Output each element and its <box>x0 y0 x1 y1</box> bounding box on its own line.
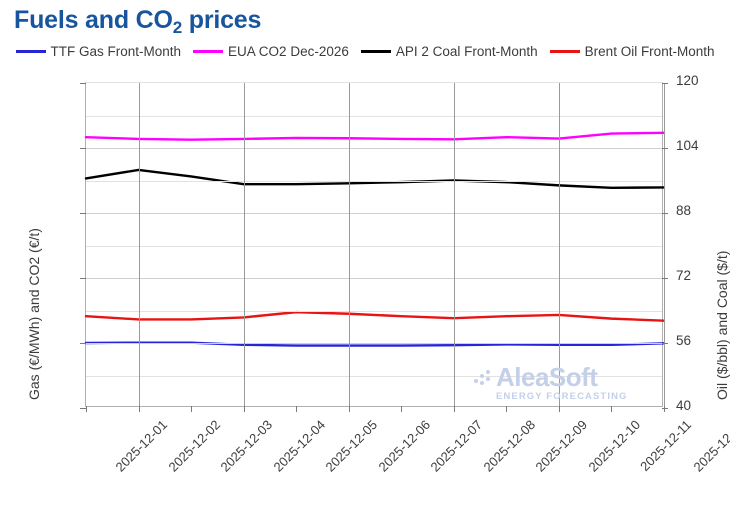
legend-swatch-icon <box>360 50 391 53</box>
gridline-horizontal <box>86 310 662 312</box>
x-tick-mark <box>453 406 455 412</box>
series-layer <box>84 131 666 347</box>
x-axis-tick-label-5: 2025-12-06 <box>375 417 433 475</box>
y-axis-right-tick-label-0: 40 <box>676 398 692 413</box>
gridline-horizontal <box>86 213 662 214</box>
x-tick-mark <box>348 406 350 412</box>
legend-item-label: TTF Gas Front-Month <box>50 44 182 59</box>
gridline-vertical <box>453 83 455 406</box>
gridline-horizontal <box>86 278 662 279</box>
x-axis-tick-label-6: 2025-12-07 <box>427 417 486 475</box>
gridline-horizontal <box>86 245 662 247</box>
x-tick-mark <box>611 406 613 412</box>
y-axis-right-tick-label-4: 104 <box>676 138 699 153</box>
legend-swatch-icon <box>193 50 224 53</box>
y-tick-mark-left <box>80 278 86 279</box>
gridline-horizontal <box>86 343 662 344</box>
series-line-0 <box>84 341 666 347</box>
y-axis-right-tick-label-1: 56 <box>676 333 692 348</box>
legend-item-2[interactable]: API 2 Coal Front-Month <box>360 44 538 59</box>
x-tick-mark <box>506 406 508 412</box>
x-axis-tick-label-2: 2025-12-03 <box>217 417 276 475</box>
legend-item-1[interactable]: EUA CO2 Dec-2026 <box>193 44 349 59</box>
page-title-main: Fuels and CO <box>14 6 173 34</box>
page-title: Fuels and CO2 prices <box>14 6 262 37</box>
legend-item-3[interactable]: Brent Oil Front-Month <box>549 44 715 59</box>
gridline-horizontal <box>86 115 662 117</box>
legend-item-label: Brent Oil Front-Month <box>584 44 715 59</box>
gridline-horizontal <box>86 148 662 149</box>
x-tick-mark <box>86 406 87 412</box>
gridline-vertical <box>558 83 560 406</box>
legend-swatch-icon <box>15 50 46 53</box>
series-line-1 <box>84 131 666 141</box>
gridline-vertical <box>664 83 665 406</box>
gridline-horizontal <box>86 375 662 377</box>
x-axis-tick-label-8: 2025-12-09 <box>532 417 591 475</box>
x-axis-tick-label-10: 2025-12-11 <box>637 417 695 474</box>
legend-item-label: API 2 Coal Front-Month <box>395 44 538 59</box>
x-axis-tick-label-4: 2025-12-05 <box>322 417 381 475</box>
y-tick-mark-left <box>80 148 86 149</box>
x-axis-tick-label-9: 2025-12-10 <box>585 417 644 475</box>
x-axis-tick-label-3: 2025-12-04 <box>270 417 328 475</box>
gridline-horizontal <box>86 180 662 182</box>
y-tick-mark-right <box>662 343 668 344</box>
x-tick-mark <box>401 406 403 412</box>
x-tick-mark <box>664 406 665 412</box>
series-line-3 <box>84 310 666 322</box>
y-tick-mark-right <box>662 148 668 149</box>
y-axis-right-label: Oil ($/bbl) and Coal ($/t) <box>714 250 730 400</box>
x-axis-tick-label-11: 2025-12-12 <box>690 417 730 475</box>
y-axis-left-label: Gas (€/MWh) and CO2 (€/t) <box>26 228 42 400</box>
plot-area <box>80 82 668 412</box>
chart-legend: TTF Gas Front-Month EUA CO2 Dec-2026 API 2… <box>0 44 730 59</box>
y-tick-mark-left <box>80 408 86 409</box>
y-tick-mark-right <box>662 213 668 214</box>
y-tick-mark-left <box>80 83 86 84</box>
x-axis-tick-label-7: 2025-12-08 <box>480 417 538 475</box>
gridline-vertical <box>138 83 140 406</box>
y-tick-mark-right <box>662 408 668 409</box>
gridline-vertical <box>243 83 245 406</box>
y-axis-right-tick-label-2: 72 <box>676 268 692 283</box>
x-tick-mark <box>558 406 560 412</box>
y-tick-mark-left <box>80 213 86 214</box>
page-title-tail: prices <box>182 6 262 34</box>
x-axis-tick-label-0: 2025-12-01 <box>112 417 171 475</box>
y-tick-mark-right <box>662 278 668 279</box>
legend-item-label: EUA CO2 Dec-2026 <box>228 44 349 59</box>
y-tick-mark-left <box>80 343 86 344</box>
x-tick-mark <box>191 406 193 412</box>
x-tick-mark <box>296 406 298 412</box>
series-line-2 <box>84 168 666 190</box>
x-tick-mark <box>138 406 140 412</box>
y-axis-right-tick-label-3: 88 <box>676 203 692 218</box>
legend-item-0[interactable]: TTF Gas Front-Month <box>15 44 182 59</box>
x-tick-mark <box>243 406 245 412</box>
gridline-vertical <box>348 83 350 406</box>
legend-swatch-icon <box>549 50 580 53</box>
y-tick-mark-right <box>662 83 668 84</box>
x-axis-tick-label-1: 2025-12-02 <box>165 417 223 475</box>
y-axis-right-tick-label-5: 120 <box>676 73 699 88</box>
page-title-subscript: 2 <box>172 18 182 37</box>
